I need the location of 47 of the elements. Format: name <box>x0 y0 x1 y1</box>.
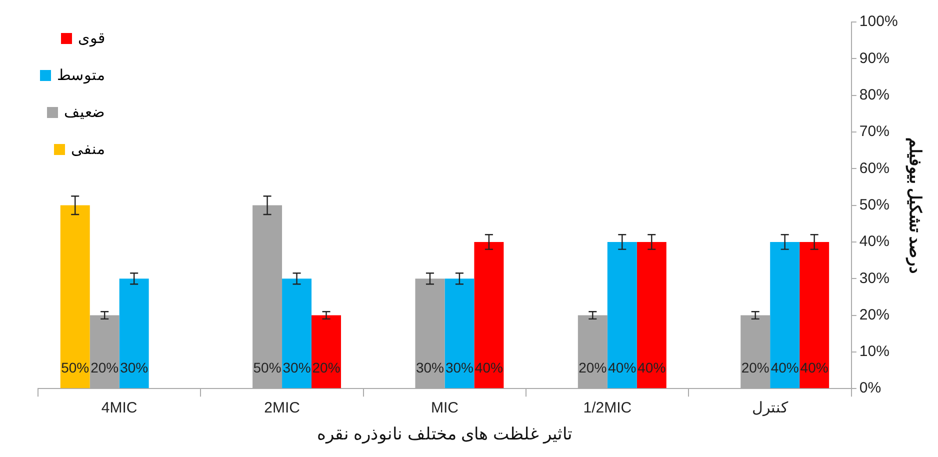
x-tick-label: 1/2MIC <box>583 400 632 417</box>
y-tick-label: 90% <box>859 50 890 67</box>
y-tick-label: 0% <box>859 380 882 397</box>
data-label: 40% <box>474 359 503 376</box>
data-label: 20% <box>578 359 607 376</box>
y-tick-label: 50% <box>859 196 890 214</box>
bar <box>800 242 830 388</box>
y-tick-label: 60% <box>859 160 890 177</box>
legend-label: قوی <box>78 29 105 47</box>
x-axis-title: تاثیر غلظت های مختلف نانوذره نقره <box>316 424 573 444</box>
y-tick-label: 40% <box>859 233 890 250</box>
bar <box>312 315 342 388</box>
bar <box>444 278 474 388</box>
x-tick-label: 2MIC <box>264 400 300 417</box>
bar <box>119 278 149 388</box>
x-tick-label: MIC <box>430 400 459 417</box>
y-tick-label: 100% <box>859 13 898 30</box>
bar <box>282 278 312 388</box>
x-tick-label: 4MIC <box>101 400 138 417</box>
bar <box>770 242 800 388</box>
legend-label: ضعیف <box>64 103 105 121</box>
data-label: 30% <box>445 359 474 376</box>
data-label: 20% <box>312 359 340 376</box>
data-label: 30% <box>282 359 311 376</box>
y-tick-label: 70% <box>859 123 890 140</box>
data-label: 40% <box>638 359 666 376</box>
bar <box>607 242 637 388</box>
bar <box>60 205 90 388</box>
data-label: 50% <box>61 359 90 376</box>
data-label: 30% <box>120 359 148 376</box>
data-label: 40% <box>770 359 799 376</box>
y-axis-title: درصد تشکیل بیوفیلم <box>904 137 923 274</box>
data-label: 40% <box>608 359 636 376</box>
data-label: 20% <box>741 359 770 376</box>
x-tick-label: کنترل <box>752 400 790 417</box>
data-label: 50% <box>253 359 282 376</box>
data-label: 30% <box>416 359 444 376</box>
y-tick-label: 20% <box>859 306 890 324</box>
y-tick-label: 10% <box>859 343 890 360</box>
bar <box>474 242 504 388</box>
data-label: 20% <box>90 359 119 376</box>
bar <box>636 242 666 388</box>
data-label: 40% <box>800 359 828 376</box>
y-tick-label: 30% <box>859 270 890 287</box>
legend-label: متوسط <box>57 66 105 84</box>
legend-label: منفی <box>71 140 105 158</box>
y-tick-label: 80% <box>859 86 890 104</box>
